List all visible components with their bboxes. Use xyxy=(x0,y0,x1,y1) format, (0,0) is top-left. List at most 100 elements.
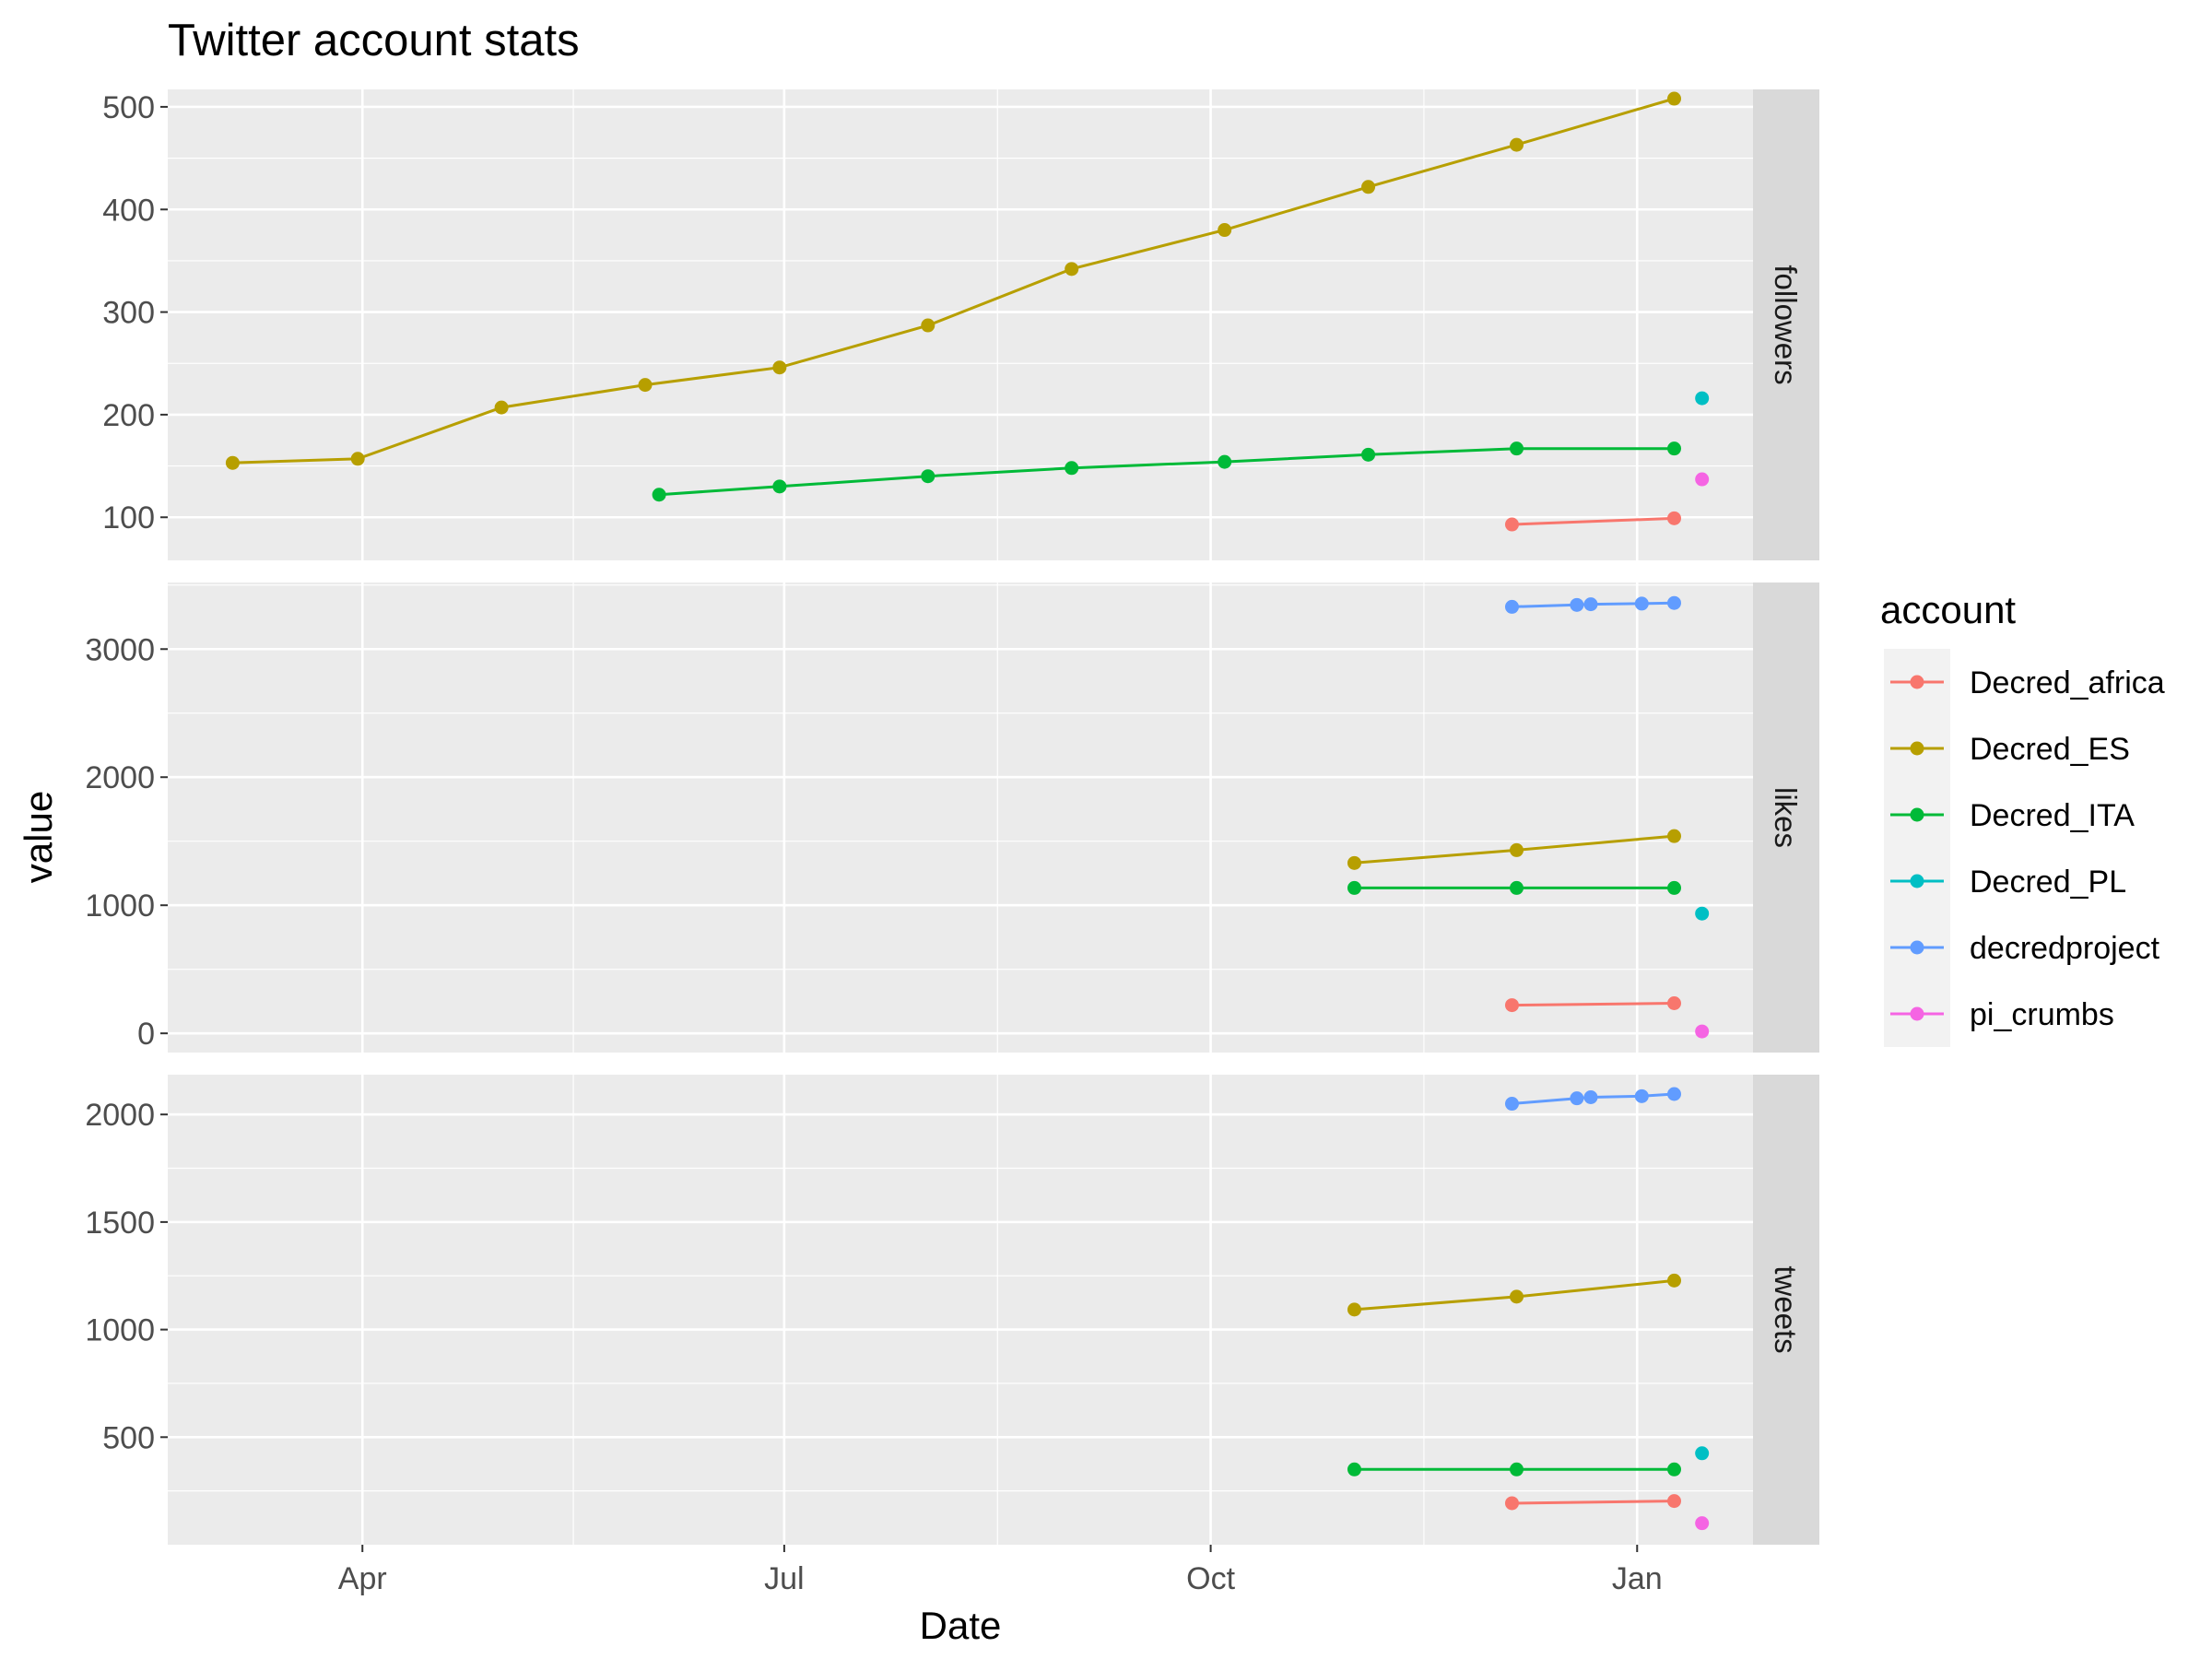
data-point xyxy=(1667,91,1682,106)
legend-item-decredproject: decredproject xyxy=(1884,914,2160,981)
data-point xyxy=(1504,1097,1519,1112)
facet-panel-tweets: 500 1000 1500 2000 tweets xyxy=(85,1075,1819,1545)
x-tick-label: Apr xyxy=(338,1561,387,1596)
legend-title: account xyxy=(1880,588,2016,631)
facet-strip-label: tweets xyxy=(1769,1265,1803,1353)
series-Decred_ITA xyxy=(652,441,1682,502)
series-Decred_ITA xyxy=(1347,880,1682,895)
legend-label: decredproject xyxy=(1970,931,2160,966)
data-point xyxy=(1510,441,1524,456)
data-point xyxy=(1667,595,1682,610)
data-point xyxy=(1634,596,1649,611)
data-point xyxy=(1695,1446,1710,1461)
data-point xyxy=(1695,472,1710,487)
series-pi_crumbs xyxy=(1695,472,1710,487)
data-point xyxy=(1667,1462,1682,1477)
data-point xyxy=(1347,855,1361,870)
series-Decred_ES xyxy=(1347,829,1682,870)
data-point xyxy=(1347,1462,1361,1477)
legend-key-point xyxy=(1910,874,1924,888)
facet-strip xyxy=(1753,582,1819,1053)
data-point xyxy=(1065,262,1079,276)
y-tick-label: 1000 xyxy=(85,888,155,924)
facet-strip-label: likes xyxy=(1769,787,1803,848)
y-tick-label: 400 xyxy=(102,193,155,228)
facet-strip-label: followers xyxy=(1769,265,1803,384)
data-point xyxy=(1510,1289,1524,1304)
legend-label: Decred_PL xyxy=(1970,865,2126,900)
series-Decred_ES xyxy=(1347,1273,1682,1317)
series-Decred_ITA xyxy=(1347,1462,1682,1477)
data-point xyxy=(1510,1462,1524,1477)
data-point xyxy=(772,479,787,494)
legend-item-Decred_ES: Decred_ES xyxy=(1884,715,2130,782)
series-decredproject xyxy=(1504,595,1682,614)
panel-background xyxy=(168,582,1753,1053)
data-point xyxy=(225,455,240,470)
y-tick-label: 300 xyxy=(102,296,155,331)
legend-item-Decred_PL: Decred_PL xyxy=(1884,848,2126,914)
data-point xyxy=(921,318,935,333)
y-tick-label: 500 xyxy=(102,90,155,125)
data-point xyxy=(1667,1087,1682,1101)
series-Decred_PL xyxy=(1695,1446,1710,1461)
chart-title: Twitter account stats xyxy=(168,16,580,65)
data-point xyxy=(350,452,365,466)
series-Decred_ES xyxy=(225,91,1682,470)
data-point xyxy=(772,360,787,375)
legend-key-point xyxy=(1910,940,1924,955)
facet-panel-likes: 0 1000 2000 3000 likes xyxy=(85,582,1819,1053)
series-Decred_PL xyxy=(1695,391,1710,406)
data-point xyxy=(1583,597,1598,612)
y-axis-title: value xyxy=(17,791,60,883)
data-point xyxy=(1570,597,1584,612)
data-point xyxy=(1361,447,1376,462)
legend-label: Decred_africa xyxy=(1970,665,2165,700)
panel-background xyxy=(168,1075,1753,1545)
x-axis-title: Date xyxy=(920,1604,1002,1647)
facet-panel-followers: 100 200 300 400 500 followers xyxy=(102,89,1819,560)
series-line xyxy=(1512,1500,1675,1505)
data-point xyxy=(1504,599,1519,614)
data-point xyxy=(1504,998,1519,1013)
data-point xyxy=(1347,1302,1361,1317)
facet-strip xyxy=(1753,89,1819,560)
data-point xyxy=(1218,454,1232,469)
data-point xyxy=(1667,1273,1682,1288)
legend-label: pi_crumbs xyxy=(1970,997,2114,1032)
legend-label: Decred_ES xyxy=(1970,732,2130,767)
data-point xyxy=(1583,1090,1598,1105)
y-tick-label: 2000 xyxy=(85,760,155,795)
series-Decred_africa xyxy=(1504,511,1682,532)
y-tick-label: 1000 xyxy=(85,1313,155,1348)
data-point xyxy=(1347,880,1361,895)
y-tick-label: 1500 xyxy=(85,1206,155,1241)
y-tick-label: 2000 xyxy=(85,1098,155,1133)
data-point xyxy=(1695,1024,1710,1039)
series-Decred_africa xyxy=(1504,1494,1682,1511)
data-point xyxy=(1695,391,1710,406)
data-point xyxy=(1667,441,1682,456)
data-point xyxy=(1510,880,1524,895)
panel-background xyxy=(168,89,1753,560)
data-point xyxy=(1667,995,1682,1010)
data-point xyxy=(921,469,935,484)
series-pi_crumbs xyxy=(1695,1024,1710,1039)
data-point xyxy=(1065,461,1079,476)
series-Decred_PL xyxy=(1695,906,1710,921)
data-point xyxy=(1667,1494,1682,1509)
data-point xyxy=(1695,906,1710,921)
data-point xyxy=(1667,511,1682,525)
data-point xyxy=(652,488,666,502)
legend-key-point xyxy=(1910,741,1924,756)
data-point xyxy=(1667,880,1682,895)
series-pi_crumbs xyxy=(1695,1516,1710,1531)
legend-item-Decred_ITA: Decred_ITA xyxy=(1884,782,2135,848)
data-point xyxy=(1218,223,1232,238)
data-point xyxy=(1695,1516,1710,1531)
facet-strip xyxy=(1753,1075,1819,1545)
y-tick-label: 0 xyxy=(137,1017,155,1052)
x-tick-label: Oct xyxy=(1186,1561,1235,1596)
y-tick-label: 3000 xyxy=(85,632,155,667)
legend-key-point xyxy=(1910,1006,1924,1021)
